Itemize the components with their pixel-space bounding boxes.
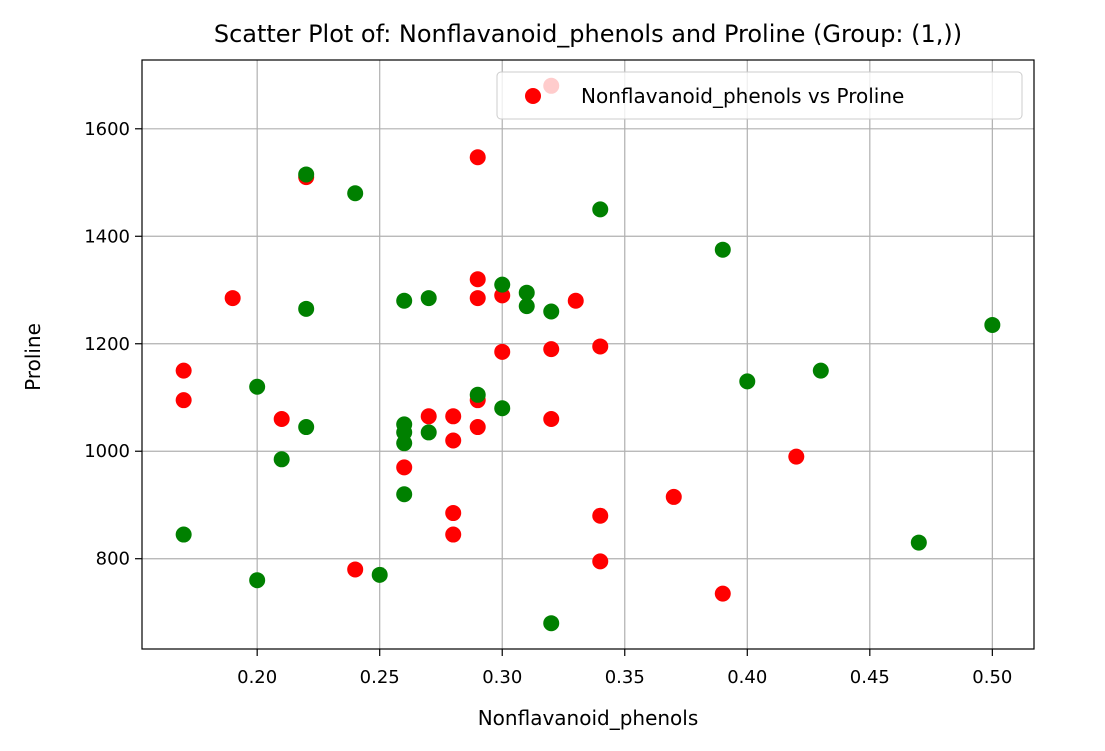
- red-data-point: [273, 410, 290, 427]
- green-data-point: [714, 241, 731, 258]
- red-data-point: [347, 561, 364, 578]
- red-data-point: [469, 419, 486, 436]
- y-tick-label: 1600: [84, 119, 130, 140]
- green-data-point: [175, 526, 192, 543]
- green-data-point: [543, 303, 560, 320]
- green-data-point: [249, 378, 266, 395]
- x-tick-label: 0.25: [360, 667, 400, 688]
- green-data-point: [371, 566, 388, 583]
- red-data-point: [592, 553, 609, 570]
- green-data-point: [273, 451, 290, 468]
- red-data-point: [445, 432, 462, 449]
- green-data-point: [396, 435, 413, 452]
- data-points: [175, 77, 1001, 632]
- green-data-point: [592, 201, 609, 218]
- red-data-point: [543, 410, 560, 427]
- red-data-point: [396, 459, 413, 476]
- red-data-point: [592, 338, 609, 355]
- green-data-point: [543, 615, 560, 632]
- y-axis-label: Proline: [21, 323, 45, 391]
- y-tick-label: 1000: [84, 441, 130, 462]
- green-data-point: [298, 300, 315, 317]
- green-data-point: [249, 572, 266, 589]
- y-tick-label: 800: [96, 549, 130, 570]
- legend-marker: [525, 88, 541, 104]
- y-tick-label: 1200: [84, 334, 130, 355]
- green-data-point: [518, 284, 535, 301]
- legend-label: Nonflavanoid_phenols vs Proline: [581, 84, 904, 108]
- red-data-point: [445, 505, 462, 522]
- chart-title: Scatter Plot of: Nonflavanoid_phenols an…: [214, 20, 962, 48]
- green-data-point: [518, 298, 535, 315]
- x-tick-label: 0.50: [972, 667, 1012, 688]
- x-axis-label: Nonflavanoid_phenols: [478, 706, 699, 730]
- x-tick-label: 0.30: [482, 667, 522, 688]
- legend: Nonflavanoid_phenols vs Proline: [496, 71, 1023, 120]
- red-data-point: [175, 362, 192, 379]
- green-data-point: [298, 166, 315, 183]
- red-data-point: [469, 290, 486, 307]
- green-data-point: [396, 486, 413, 503]
- red-data-point: [224, 290, 241, 307]
- green-data-point: [494, 276, 511, 293]
- red-data-point: [175, 392, 192, 409]
- red-data-point: [420, 408, 437, 425]
- green-data-point: [739, 373, 756, 390]
- green-data-point: [494, 400, 511, 417]
- x-tick-label: 0.45: [850, 667, 890, 688]
- red-data-point: [494, 343, 511, 360]
- green-data-point: [812, 362, 829, 379]
- green-data-point: [420, 424, 437, 441]
- red-data-point: [714, 585, 731, 602]
- red-data-point: [592, 507, 609, 524]
- green-data-point: [298, 419, 315, 436]
- red-data-point: [445, 526, 462, 543]
- x-tick-label: 0.20: [237, 667, 277, 688]
- legend-box: [496, 71, 1023, 120]
- x-tick-label: 0.40: [727, 667, 767, 688]
- red-data-point: [469, 271, 486, 288]
- green-data-point: [420, 290, 437, 307]
- green-data-point: [396, 292, 413, 309]
- green-data-point: [347, 185, 364, 202]
- red-data-point: [469, 149, 486, 166]
- x-tick-label: 0.35: [605, 667, 645, 688]
- y-tick-label: 1400: [84, 226, 130, 247]
- red-data-point: [543, 341, 560, 358]
- plot-frame: [141, 59, 1035, 650]
- green-data-point: [469, 386, 486, 403]
- green-data-point: [984, 316, 1001, 333]
- red-data-point: [665, 488, 682, 505]
- red-data-point: [788, 448, 805, 465]
- axis-ticks: 0.20 0.25 0.30 0.35 0.40 0.45 0.50 800 1000 1200 1…: [84, 119, 1012, 688]
- red-data-point: [567, 292, 584, 309]
- green-data-point: [910, 534, 927, 551]
- red-data-point: [445, 408, 462, 425]
